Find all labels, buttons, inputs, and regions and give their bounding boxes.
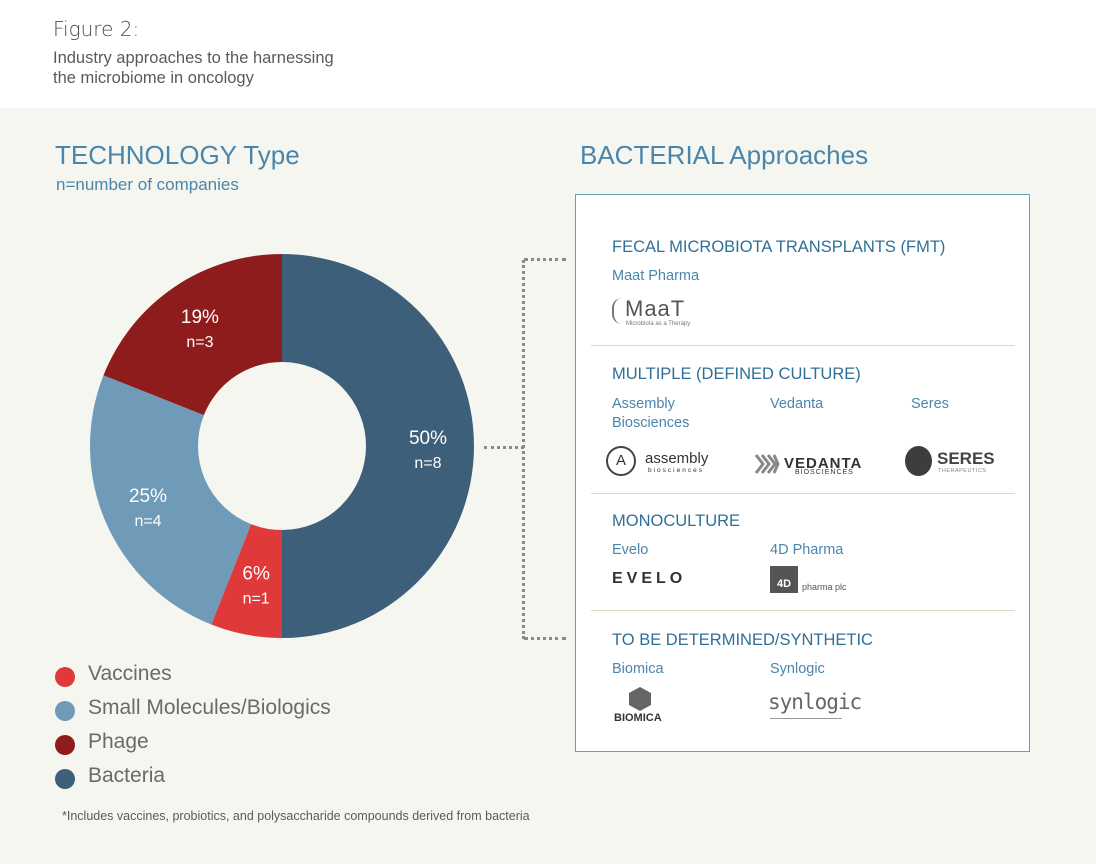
vedanta-logo-mark: [754, 454, 780, 474]
donut-slice-vaccines: [211, 524, 282, 638]
company-maat-pharma: Maat Pharma: [612, 268, 700, 284]
connector-dots-top: [524, 258, 566, 261]
connector-dots-bottom: [524, 637, 566, 640]
legend-label-phage: Phage: [88, 730, 149, 753]
donut-chart: 50% n=8 6% n=1 25% n=4 19% n=3: [90, 254, 474, 638]
slice-percent-label-bacteria: 50%: [409, 428, 447, 449]
connector-dots-mid: [484, 446, 524, 449]
bacterial-approaches-box: [575, 194, 1030, 752]
company-biomica: Biomica: [612, 661, 664, 677]
donut-slice-phage: [103, 254, 283, 416]
slice-count-label-small-molecules-biologics: n=4: [134, 513, 161, 530]
figure-subtitle: Industry approaches to the harnessing th…: [53, 48, 453, 88]
synlogic-logo-underline: [770, 718, 842, 719]
connector-dots-vertical: [522, 260, 525, 639]
footnote: *Includes vaccines, probiotics, and poly…: [62, 809, 530, 823]
slice-count-label-bacteria: n=8: [414, 455, 441, 472]
biomica-logo-mark: [629, 687, 651, 711]
technology-subtitle: n=number of companies: [56, 175, 239, 194]
legend-swatch-bacteria: [55, 769, 75, 789]
seres-logo-sub: THERAPEUTICS: [938, 468, 987, 474]
section-title-synthetic: TO BE DETERMINED/SYNTHETIC: [612, 631, 873, 649]
legend-swatch-vaccines: [55, 667, 75, 687]
fourd-logo: 4D: [770, 566, 798, 593]
assembly-logo-mark: A: [606, 446, 636, 476]
maat-logo-mark: [612, 298, 626, 324]
company-vedanta: Vedanta: [770, 396, 824, 412]
legend-label-bacteria: Bacteria: [88, 764, 166, 787]
figure-subtitle-line1: Industry approaches to the harnessing: [53, 49, 334, 67]
donut-slice-bacteria: [282, 254, 474, 638]
figure-label: Figure 2:: [53, 17, 140, 41]
maat-logo: MaaT: [625, 296, 686, 321]
legend-swatch-small-molecules: [55, 701, 75, 721]
legend-label-small-molecules: Small Molecules/Biologics: [88, 696, 331, 719]
fourd-logo-sub: pharma plc: [802, 582, 847, 592]
figure-subtitle-line2: the microbiome in oncology: [53, 69, 254, 87]
section-divider-2: [591, 493, 1015, 494]
assembly-logo: assembly: [645, 450, 709, 467]
company-synlogic: Synlogic: [770, 661, 825, 677]
company-4d-pharma: 4D Pharma: [770, 542, 844, 558]
vedanta-logo: VEDANTA: [784, 455, 863, 472]
slice-count-label-vaccines: n=1: [243, 591, 270, 608]
slice-percent-label-phage: 19%: [181, 307, 219, 328]
slice-percent-label-vaccines: 6%: [242, 564, 270, 585]
evelo-logo: EVELO: [612, 570, 687, 587]
section-divider-3: [591, 610, 1015, 611]
technology-title: TECHNOLOGY Type: [55, 140, 300, 170]
section-title-fmt: FECAL MICROBIOTA TRANSPLANTS (FMT): [612, 238, 946, 256]
header: [0, 0, 1096, 108]
seres-logo: SERES: [937, 449, 995, 468]
slice-count-label-phage: n=3: [186, 334, 213, 351]
section-title-monoculture: MONOCULTURE: [612, 512, 741, 530]
legend-label-vaccines: Vaccines: [88, 662, 172, 685]
assembly-logo-sub: biosciences: [648, 467, 704, 474]
company-assembly: Assembly Biosciences: [612, 396, 690, 431]
donut-slice-small-molecules-biologics: [90, 375, 252, 625]
company-evelo: Evelo: [612, 542, 649, 558]
bacterial-title: BACTERIAL Approaches: [580, 140, 869, 170]
maat-logo-tagline: Microbiota as a Therapy: [626, 321, 691, 327]
synlogic-logo: synlogic: [768, 690, 862, 714]
seres-logo-mark: [905, 446, 932, 476]
company-seres: Seres: [911, 396, 949, 412]
biomica-logo: BIOMICA: [614, 712, 662, 724]
section-divider-1: [591, 345, 1015, 346]
section-title-multiple: MULTIPLE (DEFINED CULTURE): [612, 365, 861, 383]
slice-percent-label-small-molecules-biologics: 25%: [129, 486, 167, 507]
legend-swatch-phage: [55, 735, 75, 755]
vedanta-logo-sub: BIOSCIENCES: [795, 469, 854, 476]
